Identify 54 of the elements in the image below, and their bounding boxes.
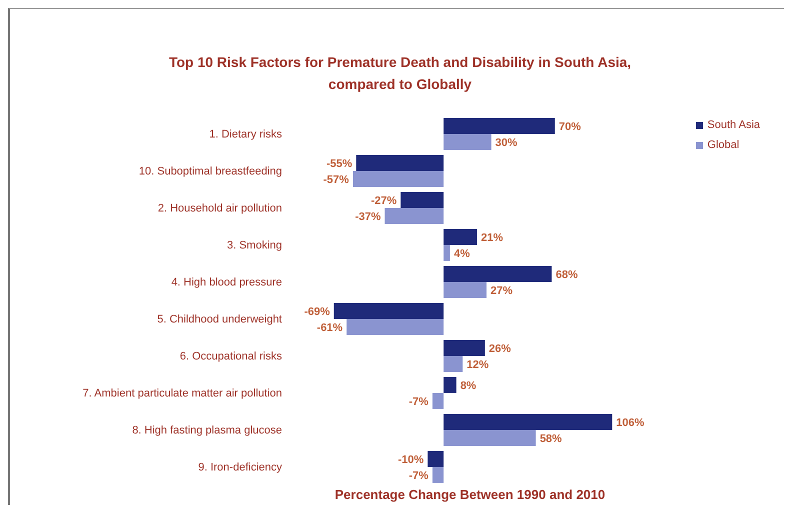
bar bbox=[444, 228, 477, 245]
y-tick-label: 10. Suboptimal breastfeeding bbox=[138, 165, 282, 178]
bar bbox=[444, 134, 492, 150]
y-tick-label: 2. Household air pollution bbox=[158, 202, 282, 214]
data-label: 12% bbox=[466, 358, 489, 371]
data-label: -55% bbox=[326, 158, 352, 170]
y-tick-label: 1. Dietary risks bbox=[209, 128, 282, 140]
y-tick-label: 8. High fasting plasma glucose bbox=[132, 424, 282, 436]
bar bbox=[444, 430, 536, 446]
y-tick-label: 6. Occupational risks bbox=[180, 350, 282, 362]
bar bbox=[444, 376, 456, 393]
y-tick-label: 3. Smoking bbox=[226, 239, 282, 252]
data-label: -7% bbox=[408, 396, 429, 408]
bar bbox=[352, 170, 444, 187]
bar bbox=[444, 356, 463, 372]
data-label: 106% bbox=[616, 416, 644, 429]
legend-label: Global bbox=[706, 138, 740, 153]
chart-title: Top 10 Risk Factors for Premature Death and Disability in South Asia, compared to Globally bbox=[168, 53, 632, 94]
data-label: -27% bbox=[370, 194, 397, 207]
data-label: 26% bbox=[488, 342, 512, 355]
bar bbox=[444, 414, 612, 430]
bar bbox=[444, 266, 552, 282]
data-label: -57% bbox=[323, 174, 350, 186]
bar bbox=[400, 192, 444, 208]
bar bbox=[428, 450, 444, 467]
y-tick-label: 5. Childhood underweight bbox=[157, 313, 282, 326]
data-label: 4% bbox=[454, 248, 470, 260]
data-label: 68% bbox=[556, 268, 578, 281]
y-tick-label: 4. High blood pressure bbox=[171, 276, 282, 288]
data-label: -37% bbox=[355, 210, 381, 223]
data-label: 30% bbox=[495, 136, 518, 149]
bar bbox=[334, 302, 444, 319]
bar bbox=[444, 244, 450, 261]
bar bbox=[432, 392, 444, 409]
data-label: 8% bbox=[460, 380, 476, 392]
bar bbox=[444, 118, 555, 134]
legend-label: South Asia bbox=[706, 118, 760, 133]
y-tick-label: 7. Ambient particulate matter air pollution bbox=[82, 387, 282, 400]
bar bbox=[384, 208, 444, 224]
data-label: -61% bbox=[316, 322, 343, 334]
bar bbox=[346, 318, 444, 335]
data-label: -7% bbox=[408, 470, 429, 482]
bar bbox=[444, 282, 487, 298]
y-tick-label: 9. Iron-deficiency bbox=[198, 461, 282, 474]
bar bbox=[356, 154, 444, 171]
data-label: 70% bbox=[558, 120, 582, 133]
data-label: -10% bbox=[398, 454, 424, 466]
data-label: 21% bbox=[480, 232, 504, 244]
x-axis-title: Percentage Change Between 1990 and 2010 bbox=[334, 487, 606, 502]
data-label: 27% bbox=[490, 284, 513, 297]
data-label: -69% bbox=[304, 306, 330, 318]
bar bbox=[444, 340, 485, 356]
data-label: 58% bbox=[540, 432, 562, 445]
bar bbox=[432, 466, 444, 483]
